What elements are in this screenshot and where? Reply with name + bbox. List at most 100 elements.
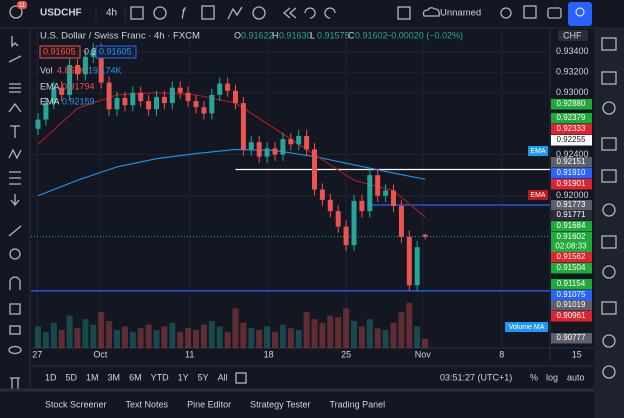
symbol[interactable]: USDCHF [40, 8, 82, 19]
more-tool[interactable] [10, 194, 20, 207]
range-button[interactable]: 1D [45, 372, 57, 382]
calendar-icon[interactable] [601, 169, 617, 183]
range-button[interactable]: 6M [129, 372, 142, 382]
price-tag [551, 221, 592, 232]
fib-tool[interactable] [9, 83, 21, 93]
volume-bar [208, 321, 215, 348]
help-icon[interactable] [602, 365, 616, 379]
pattern-tool[interactable] [8, 102, 22, 113]
snapshot-icon[interactable] [547, 7, 562, 19]
volume-bar [90, 324, 97, 348]
tab[interactable]: Trading Panel [329, 399, 385, 409]
alert-icon[interactable] [227, 6, 243, 20]
candle-body [98, 49, 104, 83]
bid-box[interactable] [39, 45, 81, 59]
percent-toggle[interactable]: % [530, 372, 538, 382]
compare-icon[interactable] [153, 6, 167, 20]
range-button[interactable]: 5D [66, 372, 78, 382]
text-tool[interactable] [10, 125, 20, 138]
hotlist-icon[interactable] [601, 137, 617, 151]
notifications-icon[interactable] [601, 301, 617, 315]
log-toggle[interactable]: log [546, 372, 558, 382]
settings-icon[interactable] [500, 7, 512, 19]
lock-tool[interactable] [9, 325, 21, 335]
volume-bar [406, 303, 413, 348]
candle-body [154, 96, 159, 110]
prediction-tool[interactable] [8, 148, 22, 160]
layout-name[interactable]: Unnamed [440, 8, 481, 19]
undo-icon[interactable] [304, 7, 316, 19]
candle-body [296, 136, 302, 145]
ask-box[interactable] [95, 45, 137, 59]
bid: 0.91605 [43, 46, 76, 56]
volume-bar [382, 330, 389, 348]
tab[interactable]: Strategy Tester [250, 399, 310, 409]
tab[interactable]: Stock Screener [45, 399, 107, 409]
range-button[interactable]: All [218, 372, 228, 382]
time-label: Nov [415, 349, 432, 359]
ema-line [37, 148, 426, 197]
volume-bar [50, 322, 57, 348]
range-button[interactable]: 1Y [178, 372, 189, 382]
goto-date-icon[interactable] [235, 372, 247, 384]
ohlc-key: L [310, 30, 315, 40]
layout-icon[interactable] [397, 6, 411, 20]
auto-toggle[interactable]: auto [567, 372, 585, 382]
volume-bar [114, 330, 120, 348]
fullscreen-icon[interactable] [523, 5, 537, 19]
replay-icon[interactable] [252, 6, 266, 20]
zoom-tool[interactable] [9, 248, 21, 260]
interval[interactable]: 4h [106, 8, 117, 19]
candle-body [343, 226, 349, 246]
candle-body [90, 49, 96, 57]
chart-tag-text: EMA [530, 192, 546, 199]
price-tag-text: 0.92333 [557, 124, 586, 133]
volume-bar [358, 326, 365, 348]
chart-type-icon[interactable] [130, 6, 144, 20]
icons-tool[interactable] [9, 171, 21, 185]
price-tag-text: 0.92151 [557, 157, 586, 166]
indicators-icon[interactable]: ƒ [180, 5, 187, 19]
watchlist-icon[interactable] [601, 37, 617, 51]
ruler-tool[interactable] [8, 225, 22, 237]
trend-tool[interactable] [8, 55, 22, 63]
rewind-icon[interactable] [282, 7, 297, 19]
templates-icon[interactable] [201, 5, 215, 20]
price-tag-text: 0.91684 [557, 221, 586, 230]
volume-bar [98, 312, 105, 348]
cursor-tool[interactable] [11, 36, 19, 48]
podcast-icon[interactable] [602, 334, 616, 348]
currency-button[interactable] [558, 30, 588, 41]
price-tag [551, 210, 592, 221]
alerts-icon[interactable] [601, 71, 617, 85]
tab[interactable]: Text Notes [126, 399, 169, 409]
spread: 0.3 [84, 46, 97, 56]
range-button[interactable]: 1M [86, 372, 99, 382]
currency[interactable]: CHF [563, 30, 582, 40]
data-window-icon[interactable] [602, 101, 616, 115]
price-tag-text: 0.90777 [557, 333, 586, 342]
streams-icon[interactable] [602, 265, 616, 279]
redo-icon[interactable] [324, 7, 336, 19]
active-button[interactable] [568, 2, 592, 26]
volume-bar [232, 308, 239, 348]
range-button[interactable]: YTD [151, 372, 170, 382]
volume-bar [193, 330, 199, 348]
profile-icon[interactable] [9, 5, 23, 19]
magnet-tool[interactable] [9, 276, 21, 290]
clock: 03:51:27 (UTC+1) [440, 372, 512, 382]
range-button[interactable]: 3M [108, 372, 121, 382]
time-label: 15 [572, 349, 582, 359]
candle-body [225, 83, 231, 91]
eye-tool[interactable] [8, 345, 22, 355]
volume-bar [248, 328, 255, 348]
tab[interactable]: Pine Editor [187, 399, 231, 409]
lock-draw-tool[interactable] [9, 303, 21, 315]
ideas-icon[interactable] [602, 203, 616, 217]
volume-bar [264, 326, 271, 348]
chart-tag [505, 322, 548, 332]
range-button[interactable]: 5Y [198, 372, 209, 382]
candle-body [169, 87, 175, 104]
chat-icon[interactable] [601, 235, 617, 249]
volume-bar [106, 321, 113, 348]
